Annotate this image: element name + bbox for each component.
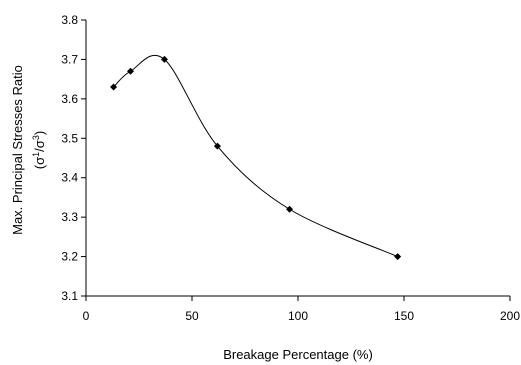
y-tick-label: 3.3	[61, 210, 78, 224]
data-point-marker	[160, 55, 168, 63]
x-tick-label: 200	[500, 309, 520, 323]
data-point-marker	[394, 253, 402, 261]
y-tick-label: 3.8	[61, 13, 78, 27]
y-tick-label: 3.7	[61, 52, 78, 66]
y-axis-title: Max. Principal Stresses Ratio	[10, 65, 25, 235]
y-subtitle-sup-a: 1	[31, 152, 41, 157]
data-point-marker	[127, 67, 135, 75]
y-subtitle-sigma-a: σ	[32, 157, 47, 165]
ticks	[81, 19, 511, 301]
markers	[110, 55, 402, 261]
y-subtitle-sup-b: 3	[31, 135, 41, 140]
x-axis-title: Breakage Percentage (%)	[223, 347, 373, 362]
data-point-marker	[110, 83, 118, 91]
y-subtitle-slash: /	[32, 148, 47, 152]
y-subtitle-close: )	[32, 131, 47, 135]
x-tick-label: 0	[83, 309, 90, 323]
x-tick-label: 50	[185, 309, 199, 323]
data-point-marker	[286, 205, 294, 213]
x-tick-label: 150	[394, 309, 414, 323]
y-tick-label: 3.2	[61, 250, 78, 264]
y-tick-label: 3.1	[61, 289, 78, 303]
y-subtitle-open: (	[32, 164, 47, 169]
y-subtitle-sigma-b: σ	[32, 140, 47, 148]
series-line	[113, 54, 398, 258]
x-tick-label: 100	[288, 309, 308, 323]
series-line-group	[113, 54, 398, 258]
data-point-marker	[213, 142, 221, 150]
axes	[85, 20, 510, 297]
y-tick-label: 3.4	[61, 171, 78, 185]
tick-labels: 3.1 3.2 3.3 3.4 3.5 3.6 3.7 3.8 0 50 100 150 200	[61, 13, 520, 323]
y-tick-label: 3.6	[61, 92, 78, 106]
y-axis-subtitle: (σ1/σ3)	[31, 131, 47, 169]
y-tick-label: 3.5	[61, 131, 78, 145]
